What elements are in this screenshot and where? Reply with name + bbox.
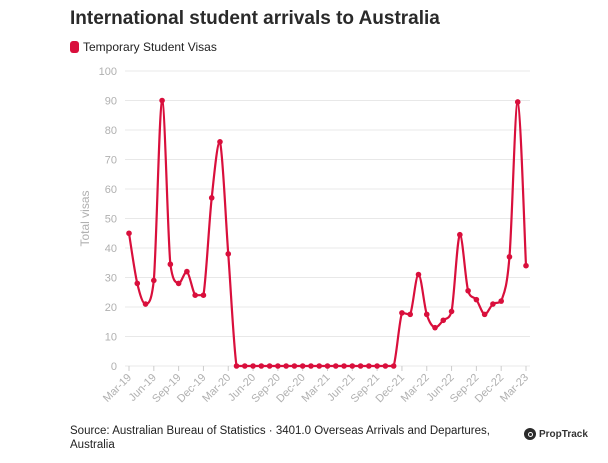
data-point[interactable]	[275, 363, 281, 369]
data-point[interactable]	[523, 262, 529, 269]
y-tick-label: 20	[105, 302, 117, 314]
brand-logo[interactable]: PropTrack	[524, 428, 588, 440]
data-point[interactable]	[142, 301, 149, 307]
data-point[interactable]	[374, 363, 380, 369]
data-point[interactable]	[432, 324, 438, 331]
data-point[interactable]	[217, 139, 223, 145]
data-point[interactable]	[448, 308, 455, 315]
data-point[interactable]	[299, 363, 306, 369]
data-point[interactable]	[233, 363, 240, 369]
gridlines	[125, 70, 530, 367]
data-point[interactable]	[266, 363, 273, 369]
data-point[interactable]	[316, 363, 323, 369]
data-point[interactable]	[440, 317, 447, 324]
data-point[interactable]	[457, 231, 463, 238]
y-tick-label: 0	[111, 361, 117, 373]
x-tick-label: Mar-20	[200, 372, 233, 405]
data-point[interactable]	[184, 268, 190, 275]
data-point[interactable]	[390, 363, 397, 369]
data-point[interactable]	[175, 280, 182, 287]
chart-title: International student arrivals to Austra…	[70, 8, 440, 29]
source-note: Source: Australian Bureau of Statistics …	[70, 425, 490, 451]
data-point[interactable]	[465, 287, 471, 294]
y-tick-label: 100	[99, 66, 117, 78]
data-point[interactable]	[399, 310, 405, 316]
brand-name: PropTrack	[539, 428, 588, 440]
series-line	[127, 99, 528, 368]
x-axis: Mar-19Jun-19Sep-19Dec-19Mar-20Jun-20Sep-…	[101, 366, 531, 405]
data-point[interactable]	[291, 363, 298, 369]
data-point[interactable]	[473, 296, 480, 303]
data-point[interactable]	[506, 254, 513, 260]
y-tick-label: 10	[105, 332, 117, 344]
data-point[interactable]	[225, 251, 232, 257]
data-point[interactable]	[514, 99, 521, 105]
line-chart: 0 10 20 30 40 50 60 70 80 90 100 Mar-19Jun-19Sep-1…	[78, 66, 531, 405]
y-tick-label: 30	[105, 273, 117, 285]
data-point[interactable]	[341, 363, 347, 369]
legend-swatch	[70, 41, 79, 53]
data-point[interactable]	[332, 363, 339, 369]
data-point[interactable]	[151, 277, 157, 284]
data-point[interactable]	[308, 363, 314, 369]
data-point[interactable]	[200, 292, 207, 299]
y-axis-label: Total visas	[78, 190, 92, 246]
data-point[interactable]	[208, 195, 215, 201]
y-tick-label: 80	[105, 125, 117, 137]
data-point[interactable]	[481, 311, 488, 318]
data-point[interactable]	[366, 363, 372, 369]
y-tick-label: 40	[105, 243, 117, 255]
data-point[interactable]	[423, 311, 430, 318]
data-point[interactable]	[357, 363, 364, 369]
data-point[interactable]	[283, 363, 289, 369]
data-point[interactable]	[241, 363, 248, 369]
y-tick-label: 90	[105, 96, 117, 108]
data-point[interactable]	[167, 261, 174, 268]
data-point[interactable]	[415, 271, 422, 278]
data-point[interactable]	[258, 363, 265, 369]
legend-label: Temporary Student Visas	[83, 40, 217, 54]
y-tick-label: 70	[105, 155, 117, 167]
data-point[interactable]	[324, 363, 331, 369]
series-temporary-student-visas	[126, 97, 529, 369]
x-tick-label: Mar-22	[399, 372, 432, 405]
y-axis: 0 10 20 30 40 50 60 70 80 90 100	[99, 66, 117, 373]
data-point[interactable]	[349, 363, 356, 369]
proptrack-icon	[524, 428, 536, 440]
data-point[interactable]	[250, 363, 256, 369]
legend: Temporary Student Visas	[70, 40, 217, 54]
data-point[interactable]	[134, 280, 141, 287]
data-point[interactable]	[490, 301, 496, 307]
data-point[interactable]	[407, 311, 414, 318]
x-tick-label: Mar-23	[498, 372, 531, 405]
data-point[interactable]	[126, 230, 132, 237]
x-tick-label: Mar-19	[101, 372, 134, 405]
y-tick-label: 50	[105, 214, 117, 226]
data-point[interactable]	[382, 363, 389, 369]
y-tick-label: 60	[105, 184, 117, 196]
data-point[interactable]	[159, 97, 165, 104]
data-point[interactable]	[192, 292, 198, 299]
x-tick-label: Mar-21	[299, 372, 332, 405]
data-point[interactable]	[498, 298, 504, 304]
